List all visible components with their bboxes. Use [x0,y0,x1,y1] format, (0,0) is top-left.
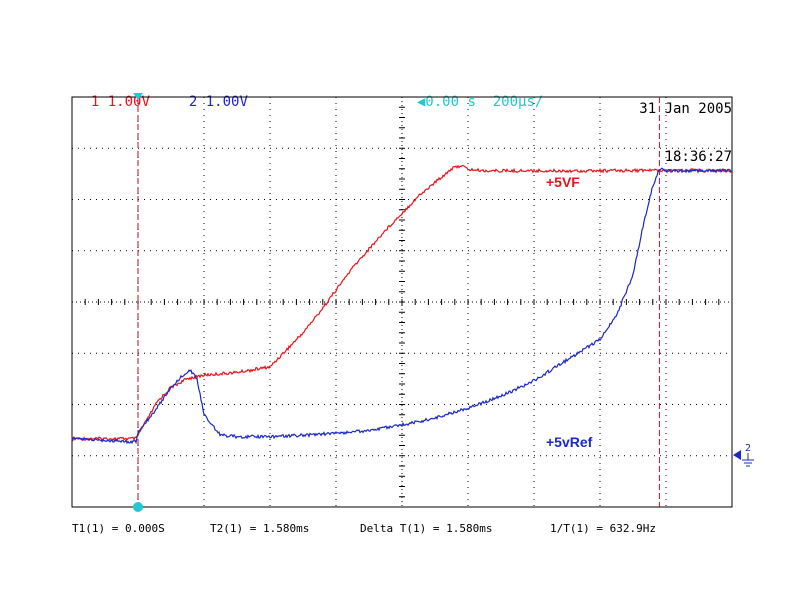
timebase-readout: ◀0.00 s 200µs/ [400,78,543,110]
left-arrow-icon: ◀ [416,94,426,110]
timestamp: 31 Jan 2005 18:36:27 [639,69,732,181]
ch2-ground-marker: 2 [733,443,754,467]
ch2-ground-number: 2 [745,443,751,454]
trace1-label: +5VF [546,174,580,190]
waveform-traces [71,164,733,445]
time-text: 18:36:27 [664,149,732,165]
time-cursors [137,97,660,507]
graticule-grid [71,96,733,508]
cursor-delta: Delta T(1) = 1.580ms [360,522,493,535]
cursor-t2: T2(1) = 1.580ms [210,522,310,535]
ch1-number: 1 [90,94,100,110]
time-per-div: 200 [492,94,519,110]
date-text: 31 Jan 2005 [639,101,732,117]
ch2-scale: 1.00V [205,94,248,110]
ch2-ground-arrow-icon [733,450,741,460]
ground-icon [742,453,754,467]
trace-2-line [71,167,733,445]
cursor-markers [133,93,143,512]
trigger-bottom-marker-icon [133,502,143,512]
cursor-t1: T1(1) = 0.000S [72,522,165,535]
time-per-div-unit: µs/ [518,94,544,110]
ch2-readout: 2 1.00V [172,78,248,110]
trigger-top-marker-icon [133,93,143,100]
ch2-number: 2 [188,94,198,110]
cursor-frequency: 1/T(1) = 632.9Hz [550,522,656,535]
time-offset: 0.00 s [425,94,476,110]
trace-1-line [71,164,733,442]
trace2-label: +5vRef [546,434,593,450]
